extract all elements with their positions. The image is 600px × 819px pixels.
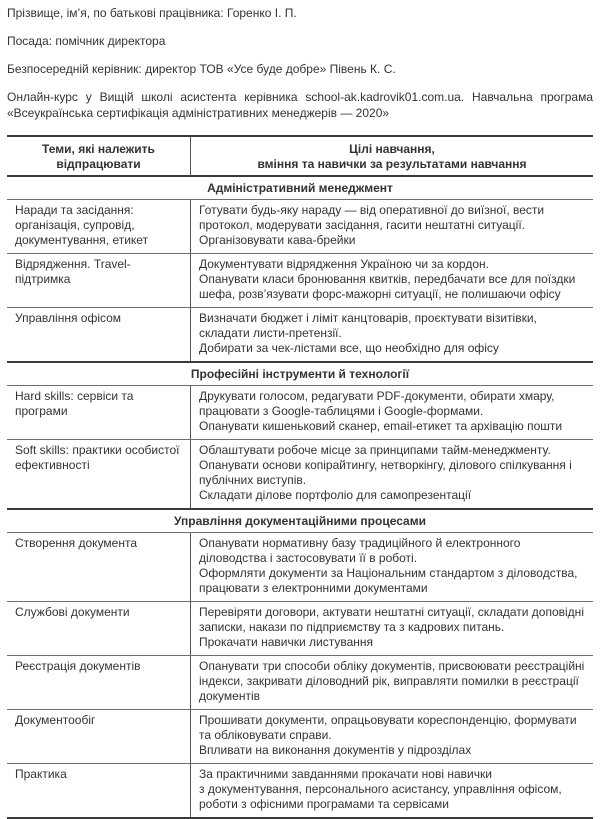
table-row: Реєстрація документів Опанувати три спосо… [7,656,593,710]
topic-cell: Hard skills: сервіси та програми [15,389,134,418]
topic-cell: Практика [15,767,67,781]
goals-cell: Опанувати три способи обліку документів,… [190,656,593,709]
position-line: Посада: помічник директора [7,34,166,48]
goal-text: Перевіряти договори, актувати нештатні с… [199,605,584,634]
goals-cell: За практичними завданнями прокачати нові… [190,764,593,817]
goal-text: Друкувати голосом, редагувати PDF-докуме… [199,389,555,418]
section-title: Управління документаційними процесами [7,508,593,533]
table-row: Практика За практичними завданнями прокач… [7,764,593,817]
goal-text: Прокачати навички листування [199,635,374,649]
goal-text: Опанувати класи бронювання квитків, пере… [199,272,576,301]
topic-cell: Реєстрація документів [15,659,141,673]
column-header-topics: Теми, які належить відпрацювати [7,137,190,176]
employee-name-line: Прізвище, ім’я, по батькові працівника: … [7,6,297,20]
topic-cell: Відрядження. Travel-підтримка [15,257,131,286]
goals-cell: Прошивати документи, опрацьовувати корес… [190,710,593,763]
goal-text: Прошивати документи, опрацьовувати корес… [199,713,577,742]
goals-cell: Облаштувати робоче місце за принципами т… [190,440,593,508]
table-row: Службові документи Перевіряти договори, а… [7,602,593,656]
table-header-row: Теми, які належить відпрацювати Цілі навч… [7,137,593,176]
goals-cell: Перевіряти договори, актувати нештатні с… [190,602,593,655]
header-line: відпрацювати [56,157,141,171]
goals-cell: Готувати будь-яку нараду — від оперативн… [190,200,593,253]
training-program-table: Теми, які належить відпрацювати Цілі навч… [7,135,593,819]
table-row: Наради та засідання: організація, супров… [7,200,593,254]
goal-text: Добирати за чек-лістами все, що необхідн… [199,341,499,355]
topic-cell: Soft skills: практики особистої ефективн… [15,443,180,472]
goal-text: Організовувати кава-брейки [199,233,356,247]
table-body: Адміністративний менеджмент Наради та зас… [7,175,593,817]
topic-cell: Створення документа [15,536,138,550]
goal-text: Опанувати нормативну базу традиційного й… [199,536,521,565]
table-row: Hard skills: сервіси та програми Друкуват… [7,386,593,440]
course-line: Онлайн-курс у Вищій школі асистента кері… [7,90,593,120]
goal-text: Оформляти документи за Національним стан… [199,566,578,595]
goal-text: Впливати на виконання документів у підро… [199,743,472,757]
column-header-goals: Цілі навчання, вміння та навички за резул… [190,137,593,176]
goals-cell: Документувати відрядження Україною чи за… [190,254,593,307]
table-row: Документообіг Прошивати документи, опраць… [7,710,593,764]
goal-text: Опанувати кишеньковий сканер, email-етик… [199,419,563,433]
section-title: Адміністративний менеджмент [7,175,593,200]
goal-text: Визначати бюджет і ліміт канцтоварів, пр… [199,311,537,340]
goal-text: Опанувати основи копірайтингу, нетворкін… [199,458,572,487]
table-row: Відрядження. Travel-підтримка Документува… [7,254,593,308]
goals-cell: Опанувати нормативну базу традиційного й… [190,533,593,601]
goal-text: Опанувати три способи обліку документів,… [199,659,585,703]
section-title: Професійні інструменти й технології [7,361,593,386]
goal-text: Складати ділове портфоліо для самопрезен… [199,488,472,502]
goal-text: Готувати будь-яку нараду — від оперативн… [199,203,545,232]
topic-cell: Наради та засідання: організація, супров… [15,203,149,247]
topic-cell: Управління офісом [15,311,122,325]
table-row: Управління офісом Визначати бюджет і лімі… [7,308,593,362]
goal-text: Документувати відрядження Україною чи за… [199,257,489,271]
goal-text: Облаштувати робоче місце за принципами т… [199,443,551,457]
goal-text: За практичними завданнями прокачати нові… [199,767,562,811]
header-line: Теми, які належить [42,142,155,156]
table-row: Створення документа Опанувати нормативну … [7,533,593,602]
header-line: Цілі навчання, [349,142,435,156]
goals-cell: Визначати бюджет і ліміт канцтоварів, пр… [190,308,593,361]
topic-cell: Документообіг [15,713,96,727]
table-row: Soft skills: практики особистої ефективн… [7,440,593,509]
topic-cell: Службові документи [15,605,130,619]
goals-cell: Друкувати голосом, редагувати PDF-докуме… [190,386,593,439]
supervisor-line: Безпосередній керівник: директор ТОВ «Ус… [7,62,396,76]
header-line: вміння та навички за результатами навчан… [257,157,527,171]
